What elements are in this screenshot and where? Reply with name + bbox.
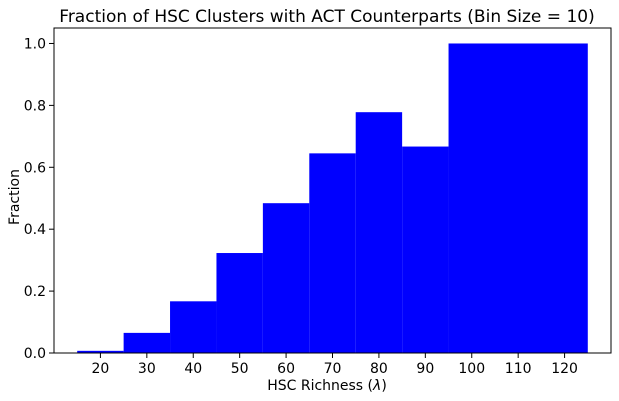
- x-tick-label-1: 30: [138, 361, 156, 377]
- y-tick-label-3: 0.6: [24, 160, 46, 176]
- bar-2: [170, 301, 217, 353]
- bar-3: [216, 253, 263, 353]
- y-tick-label-4: 0.8: [24, 98, 46, 114]
- bars-group: [77, 43, 588, 353]
- x-tick-label-10: 120: [551, 361, 578, 377]
- x-tick-label-5: 70: [324, 361, 342, 377]
- x-tick-label-7: 90: [416, 361, 434, 377]
- x-axis-label-symbol: λ: [372, 378, 381, 394]
- y-tick-label-1: 0.2: [24, 284, 46, 300]
- y-axis-ticks: 0.0 0.2 0.4 0.6 0.8 1.0: [24, 36, 54, 362]
- bar-8: [448, 43, 588, 353]
- y-axis-label: Fraction: [7, 169, 23, 225]
- bar-6: [355, 112, 403, 353]
- x-tick-label-9: 110: [505, 361, 532, 377]
- x-axis-ticks: 20 30 40 50 60 70 80 90 100 110 120: [92, 353, 578, 377]
- x-tick-label-4: 60: [277, 361, 295, 377]
- y-tick-label-2: 0.4: [24, 222, 46, 238]
- x-tick-label-8: 100: [458, 361, 485, 377]
- x-axis-label: HSC Richness (λ): [267, 378, 387, 394]
- y-tick-label-0: 0.0: [24, 346, 46, 362]
- bar-0: [77, 350, 124, 353]
- x-tick-label-2: 40: [184, 361, 202, 377]
- bar-4: [262, 203, 310, 353]
- y-tick-label-5: 1.0: [24, 36, 46, 52]
- bar-1: [123, 332, 171, 353]
- x-tick-label-0: 20: [92, 361, 110, 377]
- x-tick-label-6: 80: [370, 361, 388, 377]
- bar-5: [309, 153, 356, 353]
- chart-title: Fraction of HSC Clusters with ACT Counte…: [59, 7, 594, 27]
- x-tick-label-3: 50: [231, 361, 249, 377]
- bar-7: [402, 146, 449, 353]
